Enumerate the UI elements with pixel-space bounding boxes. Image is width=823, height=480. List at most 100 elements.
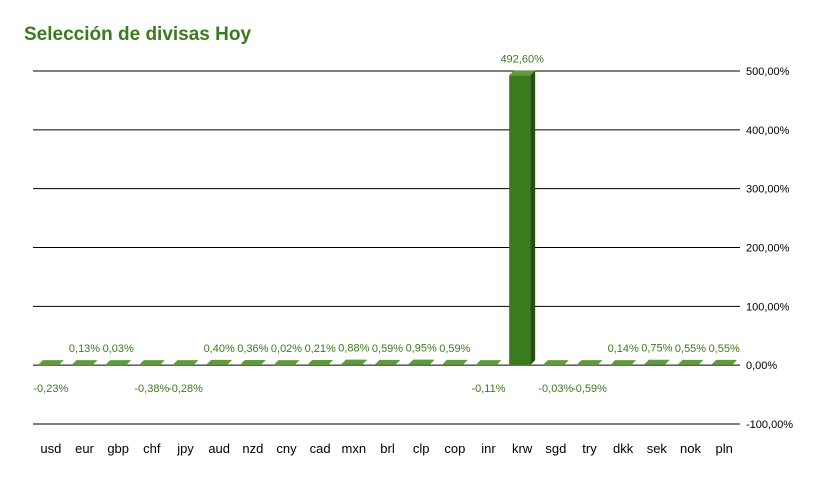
gridlines bbox=[33, 70, 740, 425]
data-label: 0,59% bbox=[439, 343, 470, 355]
bar-top bbox=[273, 360, 300, 366]
bar-aud bbox=[206, 359, 233, 365]
bar-top bbox=[677, 359, 704, 365]
bar-front bbox=[408, 364, 430, 366]
bar-inr bbox=[475, 360, 502, 366]
bar-top bbox=[206, 359, 233, 365]
bar-side bbox=[429, 359, 435, 366]
data-label: 492,60% bbox=[500, 53, 544, 65]
y-axis: 500,00% 400,00% 300,00% 200,00% 100,00% 0,00%… bbox=[746, 66, 793, 431]
data-label: -0,38% bbox=[134, 383, 169, 395]
x-tick-label: nzd bbox=[242, 441, 263, 456]
x-tick-label: brl bbox=[380, 441, 395, 456]
data-labels: -0,23%0,13% 0,03%-0,38%-0,28%0,40% 0,36% 0,… bbox=[33, 53, 740, 395]
x-tick-label: gbp bbox=[107, 441, 129, 456]
chart-title: Selección de divisas Hoy bbox=[24, 24, 252, 45]
x-tick-label: clp bbox=[413, 441, 430, 456]
bar-top bbox=[475, 360, 502, 366]
bar-side bbox=[361, 359, 367, 366]
data-label: 0,40% bbox=[204, 343, 235, 355]
bar-try bbox=[576, 360, 603, 366]
data-label: 0,88% bbox=[338, 343, 369, 355]
bar-cad bbox=[307, 360, 334, 366]
bar-sgd bbox=[542, 360, 569, 366]
x-tick-label: aud bbox=[208, 441, 230, 456]
bar-top bbox=[71, 360, 98, 366]
y-tick-label: 400,00% bbox=[746, 125, 790, 137]
bar-mxn bbox=[340, 359, 367, 366]
data-label: 0,14% bbox=[608, 343, 639, 355]
bar-top bbox=[711, 359, 738, 365]
bar-sek bbox=[643, 359, 670, 365]
x-tick-label: nok bbox=[680, 441, 701, 456]
x-tick-label: pln bbox=[715, 441, 732, 456]
data-label: -0,23% bbox=[33, 383, 68, 395]
data-label: 0,95% bbox=[406, 343, 437, 355]
data-label: 0,21% bbox=[305, 343, 336, 355]
data-label: 0,02% bbox=[271, 343, 302, 355]
bar-cny bbox=[273, 360, 300, 366]
bar-eur bbox=[71, 360, 98, 366]
bar-gbp bbox=[105, 360, 132, 366]
bar-pln bbox=[711, 359, 738, 365]
bar-top bbox=[542, 360, 569, 366]
bar-cop bbox=[441, 359, 468, 365]
x-tick-label: cad bbox=[310, 441, 331, 456]
bar-top bbox=[340, 359, 367, 365]
bar-jpy bbox=[172, 360, 199, 366]
bar-brl bbox=[374, 359, 401, 365]
data-label: 0,13% bbox=[69, 343, 100, 355]
x-tick-label: chf bbox=[143, 441, 161, 456]
bar-front bbox=[509, 75, 531, 366]
bar-top bbox=[138, 360, 165, 366]
data-label: 0,36% bbox=[237, 343, 268, 355]
x-tick-label: sek bbox=[647, 441, 668, 456]
data-label: -0,11% bbox=[471, 383, 505, 395]
bar-top bbox=[509, 70, 536, 76]
x-tick-label: inr bbox=[481, 441, 496, 456]
bar-usd bbox=[37, 360, 64, 366]
data-label: 0,03% bbox=[103, 343, 134, 355]
bar-chf bbox=[138, 360, 165, 366]
x-tick-label: sgd bbox=[545, 441, 566, 456]
x-tick-label: mxn bbox=[342, 441, 367, 456]
x-tick-label: eur bbox=[75, 441, 94, 456]
x-axis: usd eur gbp chf jpy aud nzd cny cad mxn brl clp cop i… bbox=[40, 441, 732, 456]
y-tick-label: 200,00% bbox=[746, 243, 790, 255]
bar-dkk bbox=[610, 360, 637, 366]
data-label: 0,55% bbox=[709, 343, 740, 355]
data-label: 0,59% bbox=[372, 343, 403, 355]
x-tick-label: cny bbox=[276, 441, 297, 456]
bar-top bbox=[374, 359, 401, 365]
data-label: 0,75% bbox=[641, 343, 672, 355]
y-tick-label: 0,00% bbox=[746, 360, 777, 372]
bar-top bbox=[239, 359, 266, 365]
bar-top bbox=[37, 360, 64, 366]
data-label: 0,55% bbox=[675, 343, 706, 355]
x-tick-label: try bbox=[582, 441, 597, 456]
bar-front bbox=[340, 364, 362, 366]
y-tick-label: 500,00% bbox=[746, 66, 790, 78]
bar-top bbox=[172, 360, 199, 366]
bar-top bbox=[643, 359, 670, 365]
bar-top bbox=[105, 360, 132, 366]
y-tick-label: 300,00% bbox=[746, 184, 790, 196]
bar-nzd bbox=[239, 359, 266, 365]
bar-top bbox=[576, 360, 603, 366]
bar-side bbox=[530, 70, 536, 366]
y-tick-label: -100,00% bbox=[746, 419, 793, 431]
bar-top bbox=[408, 359, 435, 365]
data-label: -0,59% bbox=[572, 383, 607, 395]
bar-clp bbox=[408, 359, 435, 366]
x-tick-label: jpy bbox=[176, 441, 194, 456]
bar-top bbox=[441, 359, 468, 365]
y-tick-label: 100,00% bbox=[746, 301, 790, 313]
x-tick-label: krw bbox=[512, 441, 533, 456]
x-tick-label: dkk bbox=[613, 441, 634, 456]
bar-top bbox=[307, 360, 334, 366]
bars bbox=[37, 70, 738, 366]
data-label: -0,28% bbox=[168, 383, 203, 395]
data-label: -0,03% bbox=[538, 383, 573, 395]
bar-nok bbox=[677, 359, 704, 365]
bar-top bbox=[610, 360, 637, 366]
